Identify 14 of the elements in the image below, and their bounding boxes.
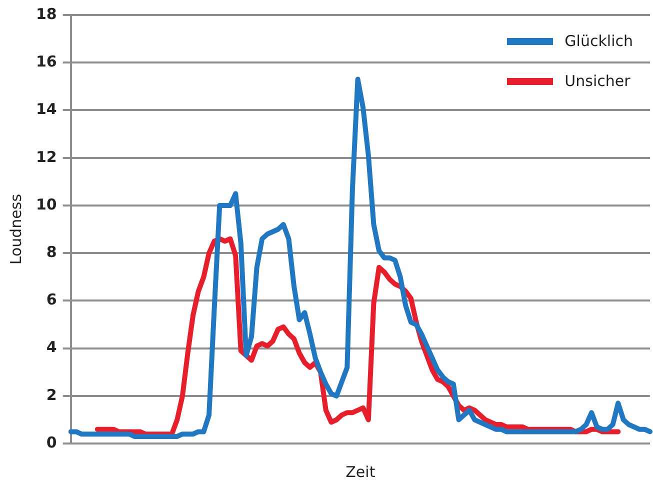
- legend-label: Unsicher: [564, 72, 630, 90]
- y-tick-label: 14: [36, 100, 57, 118]
- y-axis-title: Loudness: [6, 194, 25, 265]
- y-tick-label: 12: [36, 148, 57, 166]
- y-tick-label: 2: [46, 386, 57, 404]
- y-tick-label: 10: [36, 195, 57, 214]
- y-tick-label: 18: [36, 4, 57, 23]
- y-tick-label: 8: [46, 243, 57, 261]
- y-tick-label: 0: [46, 433, 57, 452]
- x-axis-title: Zeit: [346, 462, 376, 481]
- y-tick-label: 16: [36, 52, 57, 71]
- y-tick-label: 6: [46, 290, 57, 309]
- legend-label: Glücklich: [564, 32, 633, 50]
- y-tick-label: 4: [46, 338, 57, 356]
